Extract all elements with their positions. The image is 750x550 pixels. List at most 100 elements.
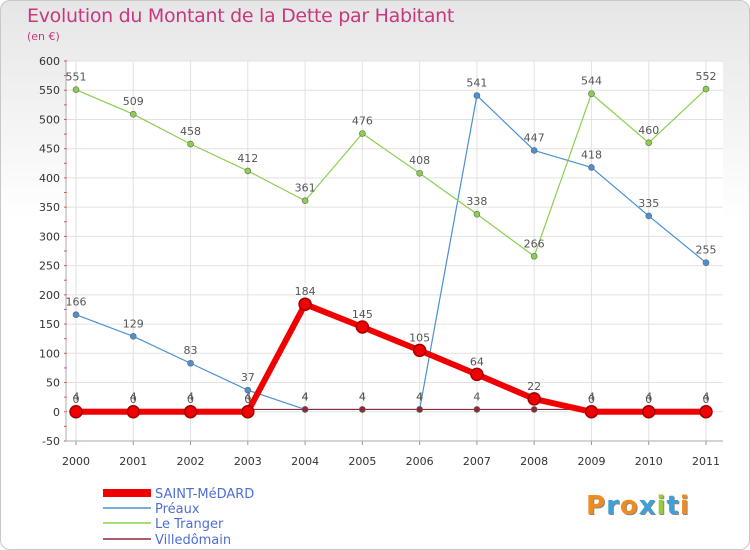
- data-label: 83: [184, 344, 198, 357]
- data-label: 4: [359, 390, 366, 403]
- data-label: 551: [66, 71, 87, 84]
- data-point: [129, 333, 137, 340]
- data-label: 105: [409, 331, 430, 344]
- data-point: [530, 147, 538, 154]
- data-point: [473, 406, 481, 413]
- legend-label: Le Tranger: [155, 517, 224, 532]
- logo-letter: i: [679, 491, 690, 521]
- series-pr-aux: 166 129 83 37 4 4 4 541 447 418 335 255: [66, 76, 717, 413]
- data-label: 0: [703, 393, 710, 406]
- data-point: [301, 406, 309, 413]
- y-tick-label: 200: [39, 289, 60, 302]
- data-label: 4: [703, 390, 710, 403]
- plot-area: [66, 61, 723, 441]
- data-point: [645, 139, 653, 147]
- data-label: 361: [295, 182, 316, 195]
- data-label: 509: [123, 95, 144, 108]
- data-label: 184: [295, 285, 316, 298]
- logo-letter: t: [666, 491, 680, 521]
- data-label: 412: [237, 152, 258, 165]
- data-point: [241, 405, 255, 419]
- data-label: 4: [473, 390, 480, 403]
- data-point: [473, 210, 481, 218]
- data-label: 22: [527, 380, 541, 393]
- data-point: [359, 406, 366, 413]
- data-label: 0: [187, 393, 194, 406]
- data-label: 0: [645, 393, 652, 406]
- x-tick-label: 2010: [635, 455, 663, 468]
- logo-letter: i: [656, 491, 667, 521]
- data-label: 4: [187, 390, 194, 403]
- data-point: [183, 405, 198, 419]
- data-label: 266: [524, 237, 545, 250]
- data-point: [69, 405, 83, 419]
- data-point: [584, 405, 599, 419]
- data-label: 408: [409, 154, 430, 167]
- data-label: 4: [645, 390, 652, 403]
- y-tick-label: 350: [39, 201, 60, 214]
- series-saint-m-dard: 0 0 0 0 184 145 105 64 22 0 0 0: [69, 285, 713, 419]
- data-point: [359, 130, 366, 137]
- logo-letter: x: [638, 491, 657, 521]
- data-point: [530, 252, 538, 260]
- y-tick-label: 300: [39, 230, 60, 243]
- data-point: [298, 297, 312, 311]
- y-tick-label: 500: [39, 113, 60, 126]
- data-label: 37: [241, 371, 255, 384]
- data-label: 255: [696, 244, 717, 257]
- data-point: [72, 311, 80, 319]
- x-tick-label: 2002: [177, 455, 205, 468]
- x-tick-label: 2007: [463, 455, 491, 468]
- data-point: [588, 90, 595, 98]
- x-tick-label: 2003: [234, 455, 262, 468]
- data-label: 447: [524, 131, 545, 144]
- y-tick-label: 400: [39, 172, 60, 185]
- data-point: [527, 392, 541, 406]
- y-tick-label: 250: [39, 260, 60, 273]
- x-tick-label: 2009: [577, 455, 605, 468]
- data-point: [416, 169, 423, 177]
- data-label: 145: [352, 308, 373, 321]
- data-label: 541: [466, 76, 487, 89]
- y-tick-label: 450: [39, 143, 60, 156]
- legend-label: SAINT-MéDARD: [155, 487, 254, 502]
- legend-label: Préaux: [155, 502, 200, 517]
- data-point: [187, 359, 194, 367]
- chart-subtitle: (en €): [27, 30, 60, 43]
- data-point: [129, 110, 137, 118]
- y-tick-label: 550: [39, 84, 60, 97]
- data-point: [645, 212, 653, 220]
- data-point: [416, 406, 423, 413]
- logo-letter: P: [586, 491, 607, 521]
- data-label: 4: [588, 390, 595, 403]
- legend-label: Villedômain: [155, 533, 231, 548]
- data-label: 0: [130, 393, 137, 406]
- data-point: [412, 343, 427, 358]
- series-line: [76, 301, 706, 415]
- x-tick-label: 2000: [62, 455, 90, 468]
- y-tick-label: 150: [39, 318, 60, 331]
- data-label: 0: [244, 393, 251, 406]
- proxiti-logo: Proxiti: [586, 491, 690, 521]
- x-tick-label: 2008: [520, 455, 548, 468]
- data-label: 4: [416, 390, 423, 403]
- data-label: 166: [66, 296, 87, 309]
- data-label: 552: [696, 70, 717, 83]
- data-label: 4: [244, 390, 251, 403]
- data-label: 476: [352, 114, 373, 127]
- data-label: 458: [180, 125, 201, 138]
- y-tick-label: 600: [39, 55, 60, 68]
- data-point: [530, 406, 538, 413]
- y-tick-label: 100: [39, 347, 60, 360]
- x-tick-label: 2001: [119, 455, 147, 468]
- data-point: [702, 259, 710, 266]
- chart-title: Evolution du Montant de la Dette par Hab…: [27, 5, 455, 27]
- data-label: 0: [73, 393, 80, 406]
- data-point: [72, 86, 80, 93]
- data-label: 4: [302, 390, 309, 403]
- series-le-tranger: 551 509 458 412 361 476 408 338 266 544 460 552: [66, 70, 717, 260]
- y-tick-label: -50: [42, 435, 60, 448]
- data-label: 4: [130, 390, 137, 403]
